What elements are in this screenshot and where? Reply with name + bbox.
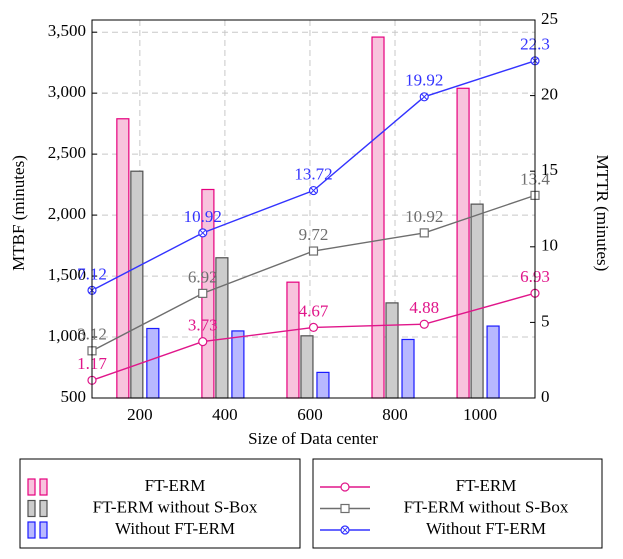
x-axis-label: Size of Data center xyxy=(248,429,378,448)
data-label: 19.92 xyxy=(405,71,443,90)
bar xyxy=(231,330,245,399)
x-tick-label: 200 xyxy=(127,405,153,424)
marker-shape xyxy=(308,322,319,332)
data-label: 9.72 xyxy=(299,225,329,244)
y2-axis-label: MTTR (minutes) xyxy=(593,155,612,272)
legend-swatch xyxy=(27,478,36,496)
legend-swatch xyxy=(27,499,36,518)
bar xyxy=(316,371,330,399)
bar xyxy=(146,327,160,399)
marker xyxy=(308,185,319,196)
marker-shape xyxy=(198,337,208,347)
data-label: 10.92 xyxy=(184,207,222,226)
bar-legend-box xyxy=(19,458,301,549)
marker xyxy=(198,337,208,347)
bar xyxy=(470,203,484,399)
marker xyxy=(308,246,319,256)
marker-shape xyxy=(198,288,208,298)
legend-label: FT-ERM xyxy=(456,476,517,495)
x-tick-label: 400 xyxy=(212,405,238,424)
y2-tick-label: 5 xyxy=(541,311,550,330)
bar xyxy=(401,338,415,399)
legend-swatch xyxy=(39,478,48,496)
bar xyxy=(371,36,385,399)
legend-label: FT-ERM without S-Box xyxy=(404,497,569,516)
plot-frame xyxy=(91,19,536,399)
x-tick-label: 600 xyxy=(297,405,323,424)
data-label: 10.92 xyxy=(405,207,443,226)
bar xyxy=(116,118,130,399)
marker-cross xyxy=(421,93,428,100)
marker xyxy=(198,228,208,238)
data-label: 4.67 xyxy=(299,301,329,320)
bar xyxy=(456,87,470,399)
marker-shape xyxy=(419,228,429,238)
legend-label: FT-ERM xyxy=(145,476,206,495)
y-tick-label: 3,500 xyxy=(48,21,86,40)
y-tick-label: 3,000 xyxy=(48,82,86,101)
legend-marker-shape xyxy=(340,503,350,514)
data-label: 4.88 xyxy=(409,298,439,317)
y-tick-label: 2,500 xyxy=(48,143,86,162)
legend-marker-shape xyxy=(340,482,350,492)
bar xyxy=(215,257,229,399)
marker xyxy=(419,319,429,329)
bar xyxy=(300,335,314,399)
marker-cross xyxy=(199,229,206,237)
data-label: 13.72 xyxy=(294,164,332,183)
x-tick-label: 800 xyxy=(382,405,408,424)
y-tick-label: 1,500 xyxy=(48,265,86,284)
data-label: 6.92 xyxy=(188,267,218,286)
legend-label: FT-ERM without S-Box xyxy=(93,497,258,516)
marker xyxy=(340,503,350,514)
line-legend-box xyxy=(312,458,603,549)
marker xyxy=(419,92,429,102)
y2-tick-label: 0 xyxy=(541,387,550,406)
bar xyxy=(486,325,500,399)
legend-swatch xyxy=(39,499,48,518)
y2-tick-label: 15 xyxy=(541,160,558,179)
y-tick-label: 500 xyxy=(61,387,87,406)
legend-label: Without FT-ERM xyxy=(115,519,235,538)
marker-cross xyxy=(310,187,317,194)
data-label: 3.73 xyxy=(188,316,218,335)
marker-shape xyxy=(419,319,429,329)
y2-tick-label: 10 xyxy=(541,236,558,255)
marker xyxy=(419,228,429,238)
legend-swatch xyxy=(39,521,48,539)
y2-tick-label: 20 xyxy=(541,85,558,104)
marker xyxy=(340,482,350,492)
legend-label: Without FT-ERM xyxy=(426,519,546,538)
marker xyxy=(308,322,319,332)
marker xyxy=(340,525,350,535)
marker-shape xyxy=(308,246,319,256)
bar xyxy=(385,302,399,399)
legend-marker-shape xyxy=(341,526,349,534)
y-tick-label: 1,000 xyxy=(48,326,86,345)
legend-swatch xyxy=(27,521,36,539)
bar xyxy=(286,281,300,399)
marker xyxy=(198,288,208,298)
y-axis-label: MTBF (minutes) xyxy=(9,155,28,271)
y-tick-label: 2,000 xyxy=(48,204,86,223)
y2-tick-label: 25 xyxy=(541,9,558,28)
x-tick-label: 1000 xyxy=(463,405,497,424)
